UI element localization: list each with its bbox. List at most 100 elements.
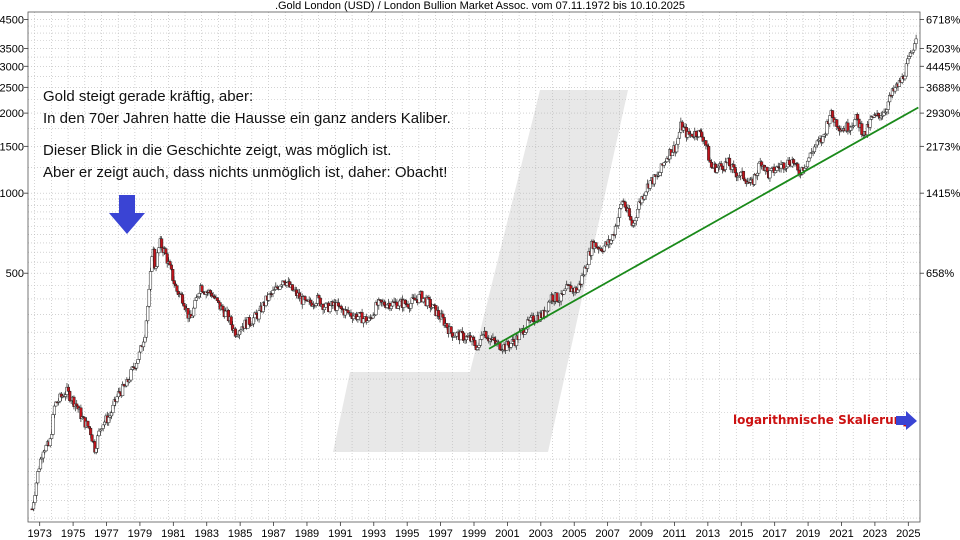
candle-up [267,294,271,301]
candle-up [662,162,666,166]
candle-up [914,38,918,44]
candle-down [168,261,172,266]
left-tick-label: 3000 [0,61,24,73]
candle-up [101,424,105,429]
bottom-axis: 1973 1975 1977 1979 1981 1983 1985 1987 1989 1991… [27,522,921,540]
candle-down [445,323,449,328]
candle-up [524,328,528,333]
candle-up [115,396,119,402]
right-tick-label: 3688% [926,82,960,94]
candle-up [586,264,590,269]
candle-down [428,298,432,308]
candle-up [238,330,242,336]
candle-up [197,293,201,297]
candle-down [208,290,212,294]
candle-up [602,245,606,252]
candle-up [634,217,638,222]
candle-up [907,56,911,60]
candle-up [807,157,811,162]
x-tick-label: 1993 [362,528,386,540]
candle-up [643,195,647,200]
candle-down [623,201,627,208]
candle-up [769,168,773,171]
left-axis: 500 1000 1500 2000 2500 3000 3500 4500 [0,14,28,280]
candle-down [174,283,178,287]
candle-up [44,445,48,452]
candle-down [629,216,633,221]
arrow-right-icon [896,411,917,430]
candle-up [509,343,513,348]
x-tick-label: 2025 [896,528,920,540]
candle-up [109,412,114,417]
candle-down [551,294,555,302]
x-tick-label: 1987 [261,528,285,540]
candle-up [893,87,897,92]
x-tick-label: 1985 [228,528,252,540]
candle-up [111,405,115,413]
candle-up [96,435,100,449]
candle-up [137,351,141,360]
candle-up [547,301,551,312]
candle-down [765,166,769,172]
candle-down [90,434,94,442]
left-tick-label: 1000 [0,188,24,200]
candle-up [32,502,36,510]
candle-up [563,288,567,291]
right-axis: 658% 1415% 2173% 2930% 3688% 4445% 5203% 6718% [920,14,960,280]
annotation-line3: Dieser Blick in die Geschichte zeigt, wa… [43,142,392,159]
candle-up [748,179,753,183]
trendline-layer [488,106,919,350]
candles-series [30,34,918,512]
candle-up [148,271,153,290]
candle-down [792,159,796,164]
candle-up [193,300,197,309]
candle-up [773,170,778,173]
right-tick-label: 1415% [926,188,960,200]
candle-up [631,222,636,226]
right-tick-label: 658% [926,268,954,280]
arrow-down-icon [109,195,145,234]
x-tick-label: 2001 [495,528,519,540]
candle-down [698,129,702,133]
candle-up [97,430,101,437]
candle-up [619,203,623,209]
candle-down [531,315,535,323]
candle-up [257,310,261,320]
candle-down [733,166,737,174]
candle-down [471,336,475,341]
candle-down [700,131,704,138]
candle-up [618,208,622,218]
candle-down [846,122,850,132]
candle-up [814,144,818,148]
candle-down [75,403,79,407]
candle-down [221,305,225,311]
right-tick-label: 6718% [926,14,960,26]
left-tick-label: 3500 [0,43,24,55]
candle-down [87,426,91,429]
chart-grid [28,12,920,522]
x-tick-label: 1979 [128,528,152,540]
x-tick-label: 2015 [729,528,753,540]
candle-up [190,315,194,319]
candle-up [523,332,527,335]
right-tick-label: 4445% [926,61,960,73]
candle-down [484,331,488,339]
annotation-line2: In den 70er Jahren hatte die Hausse ein … [43,110,451,127]
candle-up [50,434,54,439]
candle-down [309,299,313,304]
candle-up [455,332,459,337]
candle-down [721,165,725,170]
x-tick-label: 2003 [529,528,553,540]
candle-up [409,303,413,309]
candle-down [247,317,251,325]
candle-up [868,119,872,128]
candle-down [217,300,221,303]
candle-down [290,284,295,291]
candle-up [885,109,889,113]
candle-up [107,417,111,423]
candle-up [64,394,68,397]
left-tick-label: 2000 [0,108,24,120]
candle-down [743,178,747,182]
candle-up [361,318,366,324]
candle-up [886,101,890,110]
